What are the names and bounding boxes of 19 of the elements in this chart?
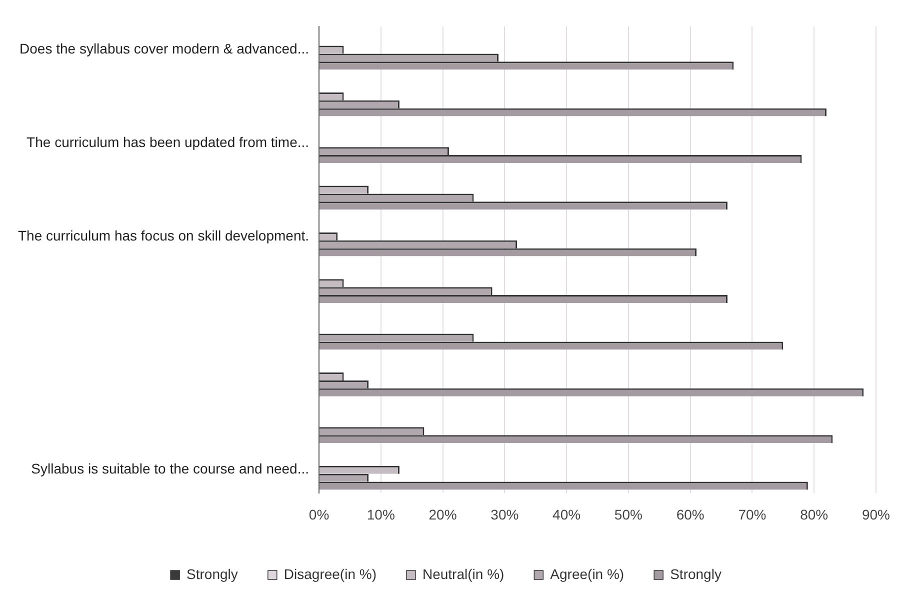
- x-tick-label: 40%: [552, 506, 581, 522]
- x-tick-label: 0%: [308, 506, 330, 522]
- legend-label: Strongly: [670, 566, 722, 582]
- x-tick-label: 70%: [738, 506, 766, 522]
- y-tick-label: Does the syllabus cover modern & advanced...: [20, 40, 310, 57]
- y-tick-label: Syllabus is suitable to the course and need...: [31, 460, 310, 477]
- legend-label: Agree(in %): [550, 566, 624, 582]
- x-tick-label: 30%: [490, 506, 519, 522]
- legend-label: Strongly: [186, 566, 238, 582]
- x-tick-label: 10%: [366, 506, 395, 522]
- x-tick-label: 60%: [676, 506, 704, 522]
- x-tick-label: 90%: [862, 506, 890, 522]
- legend-label: Disagree(in %): [284, 566, 376, 582]
- x-tick-label: 50%: [614, 506, 642, 522]
- y-tick-label: The curriculum has focus on skill development.: [18, 227, 310, 244]
- x-tick-label: 20%: [428, 506, 457, 522]
- legend-label: Neutral(in %): [422, 566, 504, 582]
- y-tick-label: The curriculum has been updated from time...: [26, 134, 310, 150]
- x-tick-label: 80%: [800, 506, 828, 522]
